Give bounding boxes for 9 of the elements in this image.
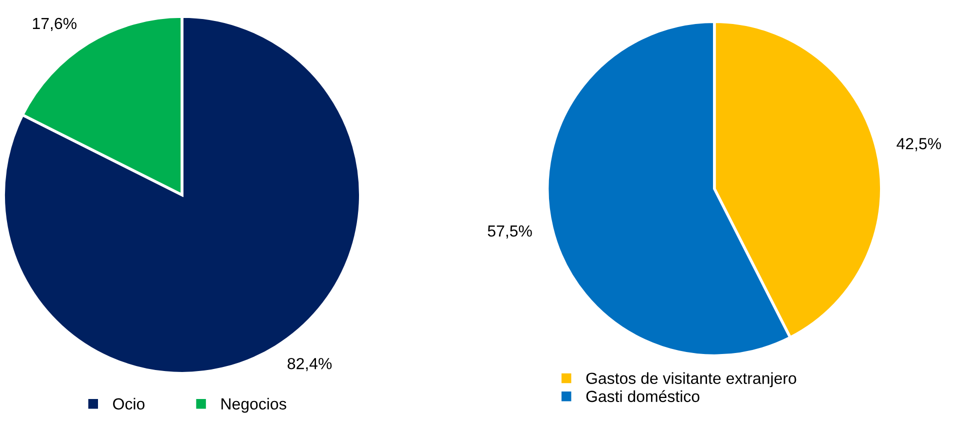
legend-label: Gasti doméstico: [586, 390, 700, 402]
data-label: 17,6%: [32, 18, 76, 32]
data-label: 57,5%: [488, 225, 532, 239]
legend-label: Ocio: [113, 398, 144, 410]
data-label: 42,5%: [896, 138, 942, 152]
pie-slice: [2, 15, 362, 375]
legend-label: Negocios: [222, 398, 286, 413]
legend-label: Gastos de visitante extranjero: [586, 372, 796, 388]
data-label: 82,4%: [288, 358, 332, 372]
